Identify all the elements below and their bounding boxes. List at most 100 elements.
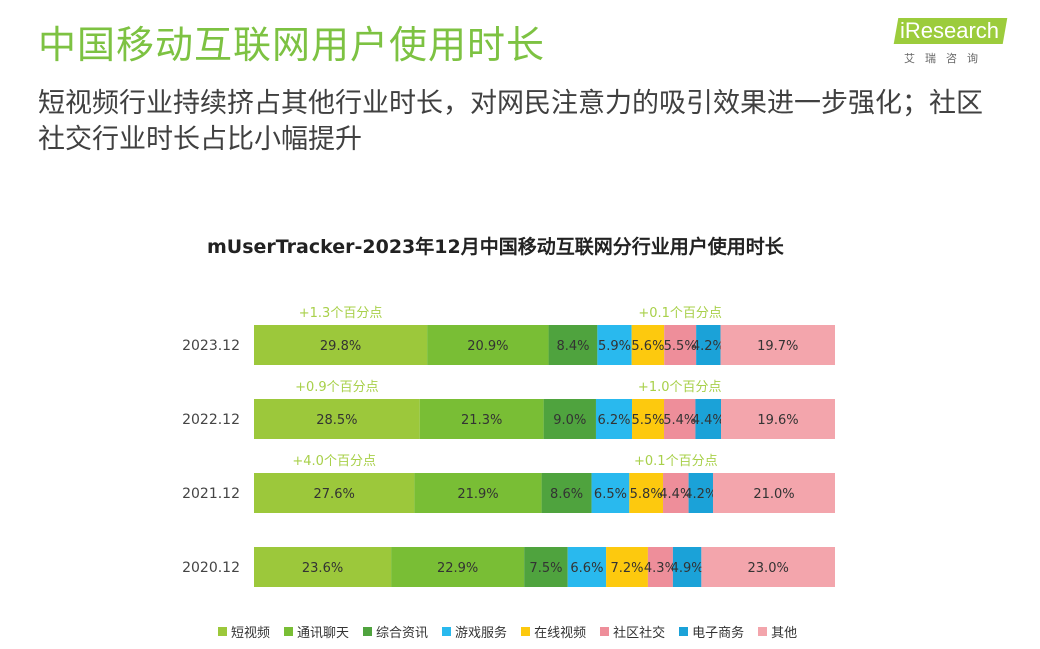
page-title: 中国移动互联网用户使用时长	[38, 23, 546, 67]
legend-swatch	[758, 627, 768, 636]
legend-label: 其他	[771, 626, 798, 641]
bar-value-label: 6.2%	[597, 413, 630, 428]
legend-item: 游戏服务	[442, 622, 507, 641]
bar-value-label: 9.0%	[553, 413, 586, 428]
bar-segment	[663, 473, 689, 513]
bar-segment	[696, 325, 721, 365]
bar-segment	[541, 473, 592, 513]
category-label: 2022.12	[182, 412, 240, 428]
bar-value-label: 23.6%	[302, 561, 343, 576]
legend-swatch	[363, 627, 373, 636]
change-annotation: +0.1个百分点	[634, 454, 718, 469]
change-annotation: +1.3个百分点	[299, 306, 383, 321]
bar-segment	[721, 399, 835, 439]
bar-value-label: 5.8%	[630, 487, 663, 502]
legend-item: 短视频	[218, 622, 270, 641]
bar-segment	[567, 547, 607, 587]
chart-title: mUserTracker-2023年12月中国移动互联网分行业用户使用时长	[207, 236, 784, 258]
bar-value-label: 27.6%	[314, 487, 355, 502]
bar-segment	[548, 325, 598, 365]
bar-segment	[606, 547, 648, 587]
bar-value-label: 6.5%	[594, 487, 627, 502]
legend-item: 社区社交	[600, 622, 665, 641]
page-subtitle: 短视频行业持续挤占其他行业时长，对网民注意力的吸引效果进一步强化；社区社交行业时…	[38, 88, 983, 155]
bar-segment	[688, 473, 713, 513]
bar-segment	[629, 473, 664, 513]
legend-item: 其他	[758, 622, 797, 641]
change-annotation: +4.0个百分点	[292, 454, 376, 469]
legend-swatch	[284, 627, 294, 636]
bar-segment	[672, 547, 702, 587]
bar-value-label: 4.3%	[644, 561, 677, 576]
bar-segment	[591, 473, 630, 513]
bar-value-label: 5.5%	[664, 339, 697, 354]
bar-segment	[427, 325, 549, 365]
legend-item: 在线视频	[521, 622, 586, 641]
bar-value-label: 5.9%	[598, 339, 631, 354]
bar-segment	[419, 399, 544, 439]
bar-value-label: 5.6%	[631, 339, 664, 354]
legend-swatch	[442, 627, 452, 636]
bar-value-label: 20.9%	[467, 339, 508, 354]
bar-value-label: 21.3%	[461, 413, 502, 428]
bar-segment	[254, 399, 420, 439]
bar-segment	[597, 325, 632, 365]
bar-segment	[543, 399, 596, 439]
bar-value-label: 4.2%	[692, 339, 725, 354]
legend-label: 综合资讯	[376, 626, 429, 641]
legend-label: 在线视频	[534, 626, 587, 641]
legend-label: 游戏服务	[455, 626, 508, 641]
bar-segment	[701, 547, 835, 587]
legend-swatch	[679, 627, 689, 636]
bar-value-label: 28.5%	[316, 413, 357, 428]
legend-label: 短视频	[231, 626, 271, 641]
bar-segment	[631, 325, 665, 365]
bar-value-label: 23.0%	[748, 561, 789, 576]
legend-item: 电子商务	[679, 622, 744, 641]
bar-value-label: 22.9%	[437, 561, 478, 576]
legend-item: 通讯聊天	[284, 622, 349, 641]
bar-value-label: 5.4%	[663, 413, 696, 428]
category-label: 2020.12	[182, 560, 240, 576]
bar-segment	[720, 325, 835, 365]
bar-value-label: 8.4%	[556, 339, 589, 354]
bar-segment	[254, 547, 392, 587]
category-label: 2023.12	[182, 338, 240, 354]
bar-segment	[254, 473, 415, 513]
bar-segment	[391, 547, 525, 587]
bar-segment	[595, 399, 633, 439]
bar-value-label: 7.5%	[529, 561, 562, 576]
bar-value-label: 4.9%	[671, 561, 704, 576]
bar-segment	[414, 473, 542, 513]
bar-segment	[524, 547, 568, 587]
bar-value-label: 4.4%	[659, 487, 692, 502]
bar-value-label: 19.6%	[757, 413, 798, 428]
legend-label: 通讯聊天	[297, 626, 350, 641]
legend-swatch	[218, 627, 227, 636]
bar-segment	[647, 547, 673, 587]
bar-value-label: 8.6%	[550, 487, 583, 502]
iresearch-logo: iResearch 艾瑞咨询	[890, 8, 1030, 66]
legend-item: 综合资讯	[363, 622, 428, 641]
bar-segment	[664, 325, 697, 365]
bar-segment	[254, 325, 428, 365]
legend-label: 社区社交	[613, 626, 666, 641]
bar-value-label: 21.9%	[457, 487, 498, 502]
bar-value-label: 6.6%	[570, 561, 603, 576]
bar-segment	[712, 473, 835, 513]
bar-value-label: 5.5%	[632, 413, 665, 428]
logo-sub: 艾瑞咨询	[904, 52, 988, 65]
bar-segment	[664, 399, 696, 439]
change-annotation: +0.9个百分点	[295, 380, 379, 395]
bar-segment	[632, 399, 665, 439]
change-annotation: +0.1个百分点	[638, 306, 722, 321]
bar-segment	[695, 399, 722, 439]
bar-value-label: 29.8%	[320, 339, 361, 354]
legend-label: 电子商务	[692, 626, 745, 641]
legend-swatch	[521, 627, 531, 636]
chart-legend: 短视频 通讯聊天 综合资讯 游戏服务 在线视频 社区社交 电子商务 其他	[218, 622, 797, 641]
bar-value-label: 21.0%	[753, 487, 794, 502]
bar-value-label: 4.2%	[684, 487, 717, 502]
bar-value-label: 4.4%	[692, 413, 725, 428]
